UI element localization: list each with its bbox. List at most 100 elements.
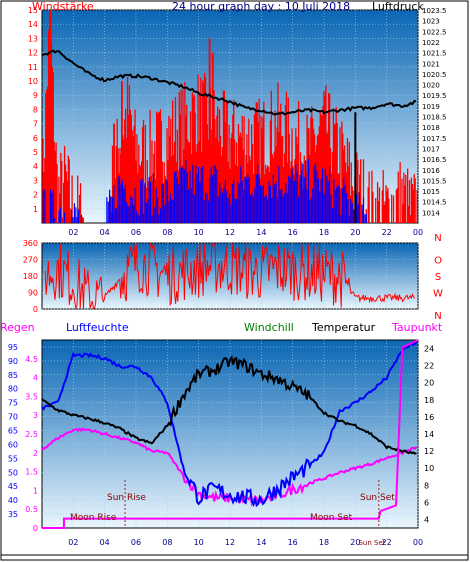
wind-pressure-series: [41, 10, 418, 223]
taupunkt-label: Taupunkt: [391, 321, 443, 334]
pressure-tick-label: 1020.5: [422, 71, 447, 79]
pressure-tick-label: 1023: [422, 18, 440, 26]
hour-tick-label: 12: [225, 228, 235, 237]
temp-tick-label: 8: [424, 481, 429, 490]
compass-label: N: [434, 311, 441, 322]
hour-tick-label: 22: [382, 538, 392, 547]
hour-tick-label: 16: [288, 538, 298, 547]
pressure-tick-label: 1021.5: [422, 50, 447, 58]
rain-tick-label: 1: [33, 486, 38, 495]
pressure-line: [41, 49, 417, 116]
humidity-tick-label: 90: [8, 357, 18, 366]
hour-tick-label: 12: [225, 538, 235, 547]
hour-tick-label: 14: [256, 538, 266, 547]
pressure-tick-label: 1017.5: [422, 135, 447, 143]
rain-tick-label: 3.5: [25, 392, 38, 401]
hour-tick-label: 02: [68, 228, 78, 237]
direction-series: [44, 242, 416, 310]
hour-tick-label: 14: [256, 228, 266, 237]
hour-tick-label: 00: [413, 538, 423, 547]
hour-tick-label: 00: [413, 228, 423, 237]
rain-line: [42, 339, 419, 529]
humidity-tick-label: 50: [8, 468, 18, 477]
wind-tick-label: 9: [33, 91, 38, 100]
hour-tick-label: 02: [68, 538, 78, 547]
humidity-tick-label: 35: [8, 510, 18, 519]
pressure-tick-label: 1016.5: [422, 156, 447, 164]
rain-tick-label: 2.5: [25, 430, 38, 439]
temp-tick-label: 18: [424, 396, 434, 405]
hour-tick-label: 20: [350, 228, 360, 237]
humidity-tick-label: 70: [8, 413, 18, 422]
temperature-line: [41, 355, 417, 455]
windstaerke-label: Windstärke: [32, 0, 94, 13]
compass-label: N: [434, 233, 441, 244]
temp-tick-label: 6: [424, 498, 429, 507]
hour-tick-label: 18: [319, 228, 329, 237]
wind-tick-label: 12: [28, 49, 38, 58]
hour-tick-label: 08: [162, 538, 172, 547]
pressure-tick-label: 1018.5: [422, 114, 447, 122]
moon-set-label: Moon Set: [310, 513, 353, 523]
pressure-tick-label: 1019.5: [422, 92, 447, 100]
pressure-tick-label: 1015: [422, 188, 440, 196]
rain-tick-label: 3: [33, 411, 38, 420]
hour-tick-label: 20: [350, 538, 360, 547]
wind-tick-label: 2: [33, 191, 38, 200]
wind-tick-label: 6: [33, 134, 38, 143]
wind-tick-label: 3: [33, 176, 38, 185]
humidity-line: [41, 341, 418, 508]
humidity-tick-label: 75: [8, 399, 18, 408]
humidity-tick-label: 55: [8, 454, 18, 463]
pressure-tick-label: 1023.5: [422, 7, 447, 15]
direction-tick-label: 0: [33, 305, 38, 314]
windchill-label: Windchill: [244, 321, 294, 334]
compass-label: S: [435, 272, 441, 283]
wind-tick-label: 1: [33, 205, 38, 214]
moon-rise-label: Moon Rise: [70, 513, 117, 523]
sun-set-label: Sun Set: [360, 493, 395, 503]
luftdruck-label: Luftdruck: [372, 0, 424, 13]
rain-tick-label: 2: [33, 449, 38, 458]
pressure-tick-label: 1018: [422, 124, 440, 132]
humidity-tick-label: 95: [8, 343, 18, 352]
pressure-tick-label: 1015.5: [422, 177, 447, 185]
temp-tick-label: 10: [424, 464, 434, 473]
pressure-tick-label: 1020: [422, 82, 440, 90]
rain-tick-label: 0.5: [25, 505, 38, 514]
hour-tick-label: 18: [319, 538, 329, 547]
temp-tick-label: 16: [424, 413, 434, 422]
wind-tick-label: 11: [28, 63, 38, 72]
pressure-tick-label: 1014.5: [422, 199, 447, 207]
humidity-tick-label: 80: [8, 385, 18, 394]
direction-line: [44, 242, 416, 310]
hour-tick-label: 08: [162, 228, 172, 237]
humidity-tick-label: 65: [8, 427, 18, 436]
pressure-tick-label: 1017: [422, 145, 440, 153]
temperatur-label: Temperatur: [311, 321, 376, 334]
temp-tick-label: 14: [424, 430, 434, 439]
rain-tick-label: 1.5: [25, 468, 38, 477]
rain-tick-label: 4.5: [25, 355, 38, 364]
rain-tick-label: 0: [33, 524, 38, 533]
hour-tick-label: 10: [194, 538, 204, 547]
direction-tick-label: 270: [23, 256, 38, 265]
regen-label: Regen: [0, 321, 35, 334]
hour-tick-label: 06: [131, 228, 141, 237]
wind-tick-label: 14: [28, 20, 38, 29]
direction-tick-label: 90: [28, 289, 38, 298]
direction-tick-label: 180: [23, 272, 38, 281]
wind-tick-label: 5: [33, 148, 38, 157]
luftfeuchte-label: Luftfeuchte: [66, 321, 129, 334]
wind-tick-label: 10: [28, 77, 38, 86]
temp-tick-label: 24: [424, 345, 434, 354]
wind-tick-label: 4: [33, 162, 38, 171]
wind-tick-label: 7: [33, 120, 38, 129]
chart-title: 24 hour graph day : 10 Juli 2018: [172, 0, 350, 13]
hour-tick-label: 22: [382, 228, 392, 237]
temp-tick-label: 4: [424, 515, 429, 524]
temp-tick-label: 12: [424, 447, 434, 456]
